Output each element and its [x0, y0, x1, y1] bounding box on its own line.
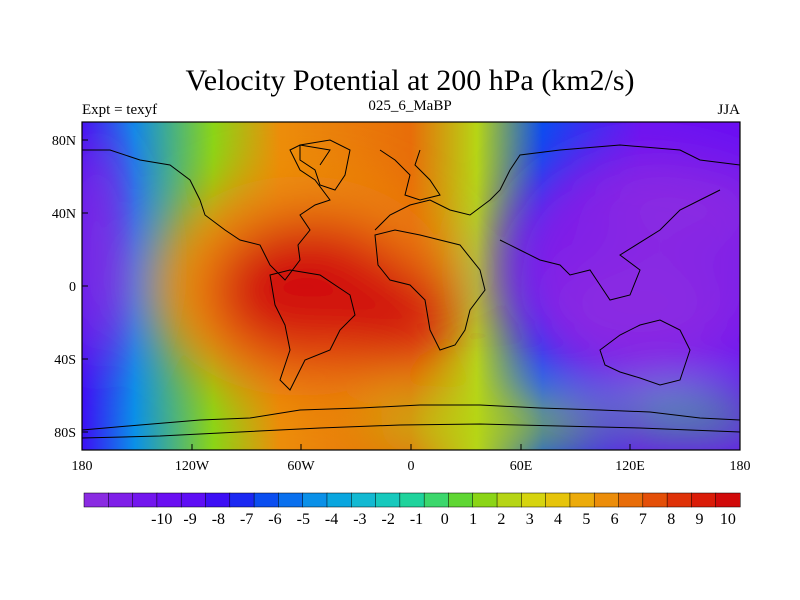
colorbar-swatch [253, 492, 279, 508]
colorbar-label: 7 [639, 511, 647, 528]
colorbar-label: -8 [212, 511, 225, 528]
colorbar-label: 8 [667, 511, 675, 528]
coastline-eurasia [374, 144, 740, 231]
colorbar-swatch [375, 492, 401, 508]
colorbar-swatch [569, 492, 595, 508]
season-label: JJA [717, 102, 740, 118]
colorbar-label: -3 [353, 511, 366, 528]
x-tick-label: 180 [72, 459, 93, 474]
colorbar-label: -7 [240, 511, 253, 528]
x-tick-label: 180 [730, 459, 751, 474]
colorbar-swatches [83, 492, 741, 508]
x-tick-label: 0 [408, 459, 415, 474]
colorbar-label: -4 [325, 511, 338, 528]
colorbar-swatch [691, 492, 717, 508]
colorbar-swatch [593, 492, 620, 508]
x-tick-label: 60E [510, 459, 533, 474]
field-contour-region [364, 402, 605, 443]
colorbar-label: -1 [410, 511, 423, 528]
latitude-axis: 80N 40N 0 40S 80S [52, 134, 88, 441]
colorbar-label: 4 [554, 511, 562, 528]
colorbar-swatch [496, 492, 522, 508]
coastlines [82, 139, 740, 439]
experiment-label: Expt = texyf [82, 102, 157, 118]
colorbar-swatch [715, 492, 741, 508]
colorbar-swatch [205, 492, 231, 508]
colorbar-swatch [399, 492, 425, 508]
coastline-europe [379, 149, 441, 201]
field-contour-region [332, 268, 453, 359]
colorbar-swatch [156, 492, 182, 508]
colorbar-swatch [278, 492, 304, 508]
colorbar-label: 1 [469, 511, 477, 528]
colorbar-swatch [229, 492, 255, 508]
colorbar-label: 5 [582, 511, 590, 528]
coastline-antarctica-inner [82, 423, 740, 439]
colorbar-swatch [132, 492, 158, 508]
colorbar-swatch [180, 492, 207, 508]
y-tick-label: 40N [52, 207, 76, 222]
coastline-south-america [269, 269, 356, 391]
colorbar-label: -9 [183, 511, 196, 528]
colorbar-label: 9 [696, 511, 704, 528]
coastline-antarctica [82, 404, 740, 431]
y-tick-label: 40S [54, 353, 76, 368]
colorbar-label: -5 [297, 511, 310, 528]
velocity-potential-field [82, 122, 740, 450]
coastline-asia-south [499, 189, 721, 301]
colorbar-label: 6 [611, 511, 619, 528]
colorbar-label: 2 [497, 511, 505, 528]
colorbar-label: 0 [441, 511, 449, 528]
colorbar-swatch [618, 492, 644, 508]
colorbar-label: 10 [720, 511, 736, 528]
coastline-africa [374, 229, 486, 351]
colorbar-swatch [448, 492, 474, 508]
case-label: 025_6_MaBP [368, 98, 451, 114]
x-tick-label: 120W [175, 459, 210, 474]
coastline-australia [599, 319, 691, 386]
y-tick-label: 0 [69, 280, 76, 295]
colorbar-labels: -10 -9 -8 -7 -6 -5 -4 -3 -2 -1 0 1 2 3 4 5 6 7 8 9 10 [151, 511, 736, 528]
x-tick-label: 60W [287, 459, 315, 474]
colorbar-swatch [326, 492, 352, 508]
colorbar-swatch [521, 492, 547, 508]
colorbar-swatch [545, 492, 571, 508]
colorbar-swatch [302, 492, 328, 508]
colorbar-swatch [666, 492, 692, 508]
coastline-greenland [299, 139, 351, 191]
field-contour-region [82, 129, 127, 370]
colorbar-swatch [472, 492, 498, 508]
colorbar-swatch [83, 492, 109, 508]
x-tick-label: 120E [615, 459, 645, 474]
colorbar: -10 -9 -8 -7 -6 -5 -4 -3 -2 -1 0 1 2 3 4 5 6 7 8 9 10 [83, 492, 741, 528]
colorbar-swatch [351, 492, 377, 508]
figure-title: Velocity Potential at 200 hPa (km2/s) [185, 64, 634, 97]
y-tick-label: 80S [54, 426, 76, 441]
colorbar-swatch [108, 492, 134, 508]
colorbar-swatch [423, 492, 449, 508]
field-contour-region [595, 164, 740, 244]
colorbar-label: -2 [382, 511, 395, 528]
longitude-axis: 180 120W 60W 0 60E 120E 180 [72, 444, 751, 474]
colorbar-label: -10 [151, 511, 172, 528]
colorbar-label: -6 [268, 511, 281, 528]
colorbar-swatch [642, 492, 668, 508]
field-contour-region [549, 249, 730, 360]
field-contour-region [605, 401, 740, 434]
colorbar-label: 3 [526, 511, 534, 528]
y-tick-label: 80N [52, 134, 76, 149]
